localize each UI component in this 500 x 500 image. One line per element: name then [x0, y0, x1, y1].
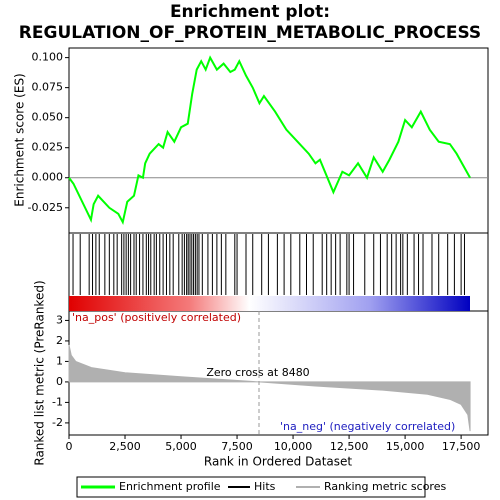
color-bar: [69, 296, 470, 311]
legend-label: Hits: [254, 480, 276, 493]
x-tick-label: 7,500: [221, 440, 253, 453]
y-tick-label: -2: [52, 416, 63, 429]
x-tick-label: 15,000: [386, 440, 425, 453]
y-tick-label: 0.025: [32, 141, 64, 154]
y-tick-label: 0.050: [32, 111, 64, 124]
annotation: 'na_neg' (negatively correlated): [280, 420, 455, 433]
y-tick-label: -0.025: [28, 201, 63, 214]
y-tick-label: 0.000: [32, 171, 64, 184]
x-tick-label: 10,000: [274, 440, 313, 453]
y-tick-label: 3: [56, 313, 63, 326]
x-tick-label: 12,500: [330, 440, 369, 453]
y-tick-label: 0: [56, 375, 63, 388]
y-axis-label: Ranked list metric (PreRanked): [33, 280, 47, 465]
y-tick-label: 0.075: [32, 81, 64, 94]
x-tick-label: 5,000: [165, 440, 197, 453]
x-tick-label: 17,500: [442, 440, 481, 453]
legend-label: Ranking metric scores: [324, 480, 446, 493]
y-tick-label: -1: [52, 395, 63, 408]
y-tick-label: 2: [56, 334, 63, 347]
y-tick-label: 1: [56, 354, 63, 367]
x-tick-label: 0: [66, 440, 73, 453]
chart-title: Enrichment plot:: [170, 2, 330, 22]
y-axis-label: Enrichment score (ES): [13, 73, 27, 206]
y-tick-label: 0.100: [32, 51, 64, 64]
legend-label: Enrichment profile: [119, 480, 221, 493]
annotation: 'na_pos' (positively correlated): [72, 311, 241, 324]
annotation: Zero cross at 8480: [206, 366, 309, 379]
legend: [76, 476, 426, 498]
metric-area: [68, 344, 471, 432]
x-tick-label: 2,500: [109, 440, 141, 453]
es-line: [68, 55, 471, 226]
plot-frame: [68, 47, 489, 436]
chart-title: REGULATION_OF_PROTEIN_METABOLIC_PROCESS: [19, 23, 481, 43]
x-axis-label: Rank in Ordered Dataset: [204, 455, 352, 469]
